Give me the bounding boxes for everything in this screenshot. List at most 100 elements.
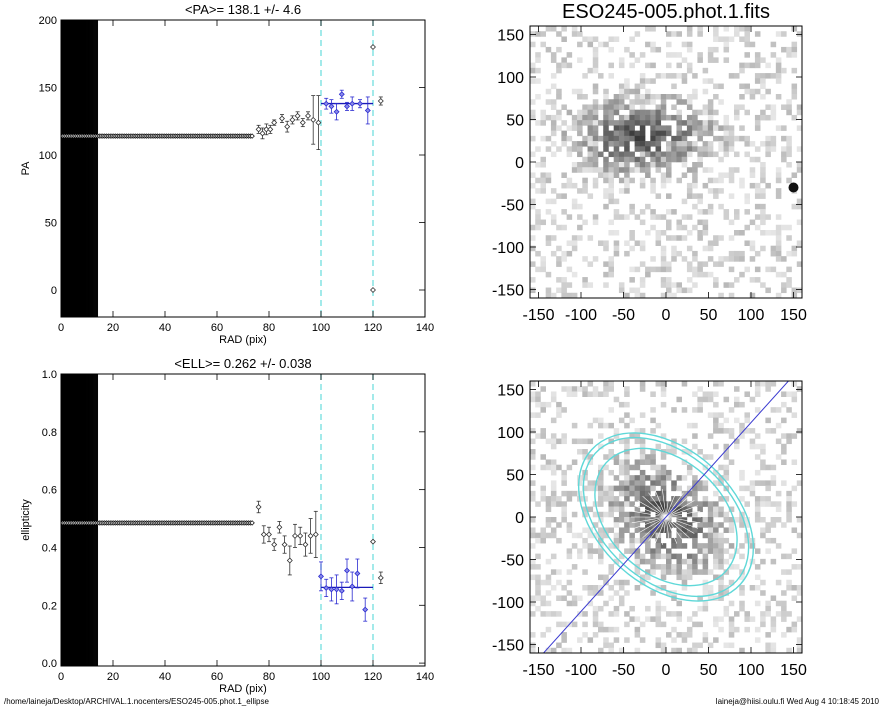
img2-pixel [592, 585, 599, 591]
img1-pixel [692, 130, 698, 137]
img1-pixel [660, 256, 667, 262]
img2-pixel [666, 443, 672, 450]
img2-pixel [713, 490, 719, 497]
img2-pixel [634, 569, 641, 575]
img1-pixel [754, 78, 761, 84]
img1-pixel [571, 245, 578, 252]
img1-pixel [707, 109, 714, 116]
img1-pixel [530, 182, 536, 189]
img1-pixel [707, 120, 714, 126]
img2-pixel [681, 632, 688, 638]
img2-pixel [608, 501, 614, 507]
img1-pixel [603, 193, 609, 199]
img1-pixel [624, 292, 630, 298]
img2-pixel [650, 449, 656, 455]
img1-pixel [550, 120, 557, 126]
img1-pixel [613, 209, 620, 215]
img1-pixel [666, 151, 672, 158]
img2-pixel [639, 579, 646, 586]
img1-pixel [765, 214, 771, 220]
img1-pixel [702, 224, 709, 231]
img1-pixel [734, 256, 740, 262]
img2-pixel [786, 626, 792, 633]
img1-pixel [713, 46, 719, 53]
img2-pixel [775, 422, 782, 429]
img1-pixel [760, 78, 766, 84]
img1-pixel [718, 235, 724, 241]
img2-pixel [702, 564, 709, 570]
img2-pixel [781, 605, 787, 612]
img1-pixel [749, 256, 756, 262]
ell-xtick-label: 80 [263, 671, 275, 683]
img2-pixel [561, 501, 567, 507]
img2-pixel [781, 611, 787, 617]
img2-pixel [624, 391, 630, 397]
img1-pixel [624, 162, 630, 168]
img2-spoke [662, 489, 667, 518]
img2-pixel [666, 501, 672, 507]
img1-pixel [550, 188, 557, 194]
img2-pixel [545, 579, 552, 586]
img2-pixel [744, 611, 750, 617]
img1-pixel [765, 151, 771, 158]
img1-pixel [587, 151, 594, 158]
img2-pixel [739, 475, 745, 481]
img1-pixel [577, 120, 583, 126]
img1-pixel [613, 120, 620, 126]
img1-pixel [681, 172, 688, 178]
img2-pixel [791, 621, 798, 628]
img1-pixel [692, 224, 698, 231]
img1-pixel [592, 167, 599, 173]
img1-pixel [692, 266, 698, 273]
img2-pixel [629, 537, 635, 544]
pa-data-point [259, 130, 266, 137]
img2-pixel [781, 600, 787, 607]
img1-pixel [775, 245, 782, 252]
img2-pixel [535, 553, 541, 560]
img1-pixel [592, 52, 599, 58]
pa-data-point [377, 98, 384, 104]
img1-pixel [781, 135, 787, 142]
img2-pixel [713, 527, 719, 533]
img2-pixel [697, 517, 703, 523]
img2-pixel [796, 637, 802, 643]
img1-pixel [629, 104, 635, 110]
img1-pixel [634, 114, 641, 121]
img1-pixel [754, 57, 761, 63]
img1-pixel [760, 188, 766, 194]
img1-pixel [550, 250, 557, 257]
img1-pixel [744, 26, 750, 32]
img1-pixel [775, 67, 782, 74]
img2-pixel [582, 611, 588, 617]
img1-pixel [618, 177, 625, 184]
img2-pixel [645, 490, 651, 497]
img1-pixel [556, 256, 562, 262]
img2-pixel [556, 412, 562, 418]
img2-pixel [744, 517, 750, 523]
img1-pixel [707, 203, 714, 210]
img2-pixel [571, 595, 578, 601]
img2-pixel [618, 501, 625, 507]
img2-pixel [718, 553, 724, 560]
img2-pixel [608, 626, 614, 633]
img2-pixel [692, 558, 698, 565]
img1-pixel [744, 88, 750, 95]
img1-pixel [556, 125, 562, 131]
img1-pixel [566, 146, 573, 152]
img1-pixel [671, 292, 677, 298]
img1-pixel [791, 88, 798, 95]
img2-pixel [718, 381, 724, 387]
img1-pixel [566, 125, 573, 131]
img1-pixel [775, 292, 782, 298]
img2-pixel [692, 527, 698, 533]
img1-pixel [561, 36, 567, 42]
img1-pixel [634, 109, 641, 116]
img2-pixel [713, 417, 719, 424]
img2-pixel [634, 537, 641, 544]
img2-pixel [749, 543, 756, 549]
img1-pixel [713, 282, 719, 288]
img2-pixel [786, 496, 792, 502]
img1-pixel [624, 167, 630, 173]
img1-pixel [634, 94, 641, 100]
img1-pixel [754, 146, 761, 152]
